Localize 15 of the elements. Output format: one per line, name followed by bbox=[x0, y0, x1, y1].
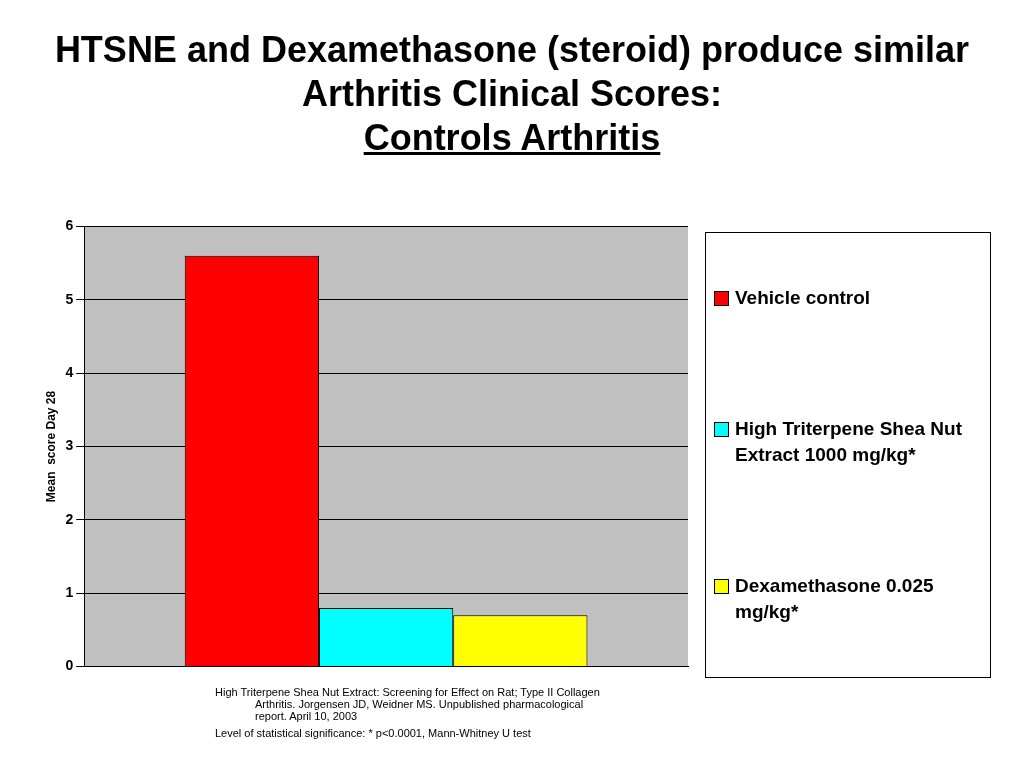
y-tick-label: 6 bbox=[65, 217, 74, 234]
legend-label: High Triterpene Shea Nut Extract 1000 mg/kg* bbox=[735, 417, 963, 467]
text: Level of statistical significance: * p<0.0001, Mann-Whitney U test bbox=[215, 727, 532, 739]
y-tick-label: 0 bbox=[65, 657, 74, 674]
y-tick-label: 1 bbox=[65, 584, 74, 601]
text: High Triterpene Shea Nut Extract: Screening for Effect on Rat; Type II Collagen Arthritis. Jorgensen JD, Weidner MS. Unpublished pharmacological report. April 10, 2003 bbox=[215, 686, 601, 722]
chart-subtitle: Controls Arthritis bbox=[362, 116, 662, 160]
y-tick-label: 2 bbox=[65, 510, 74, 527]
y-tick-label: 3 bbox=[65, 437, 74, 454]
y-axis-title: Mean score Day 28 bbox=[43, 390, 58, 503]
y-tick-label: 5 bbox=[65, 290, 74, 307]
chart-title: HTSNE and Dexamethasone (steroid) produce similar Arthritis Clinical Scores: bbox=[53, 28, 971, 116]
legend-label: Dexamethasone 0.025 mg/kg* bbox=[735, 573, 935, 624]
legend-label: Vehicle control bbox=[735, 286, 871, 311]
y-tick-label: 4 bbox=[65, 363, 74, 380]
